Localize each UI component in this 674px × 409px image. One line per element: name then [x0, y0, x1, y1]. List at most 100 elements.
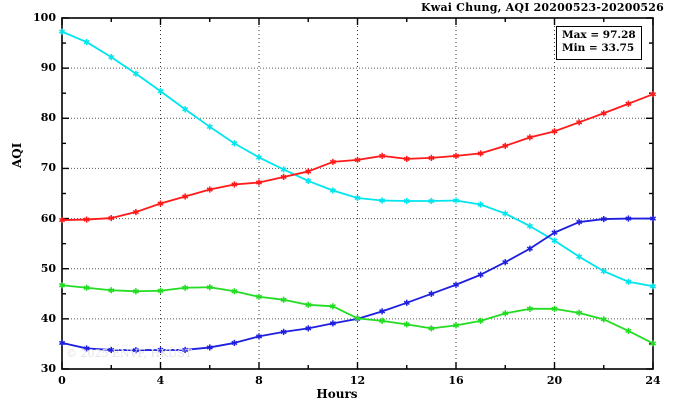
data-point [206, 284, 213, 291]
marker-stroke [576, 219, 583, 225]
y-axis-label: AQI [10, 142, 24, 168]
marker-stroke [83, 217, 90, 222]
marker-stroke [58, 29, 66, 34]
data-point [526, 305, 533, 312]
data-point [502, 142, 509, 149]
marker-stroke [452, 323, 460, 328]
data-point [58, 282, 66, 289]
data-point [280, 328, 287, 335]
marker-stroke [551, 238, 558, 243]
marker-stroke [502, 311, 509, 316]
data-point [329, 187, 336, 194]
marker-stroke [600, 111, 607, 116]
marker-stroke [526, 135, 533, 140]
data-point [329, 158, 336, 166]
data-point [255, 154, 263, 161]
data-point [428, 154, 435, 161]
data-point [108, 287, 115, 294]
marker-stroke [403, 198, 410, 204]
data-point [600, 268, 607, 275]
data-point [625, 327, 632, 334]
marker-stroke [600, 317, 607, 322]
data-point [132, 347, 139, 354]
marker-stroke [329, 159, 336, 165]
marker-stroke [58, 283, 66, 288]
data-point [600, 110, 607, 117]
data-point [83, 345, 90, 352]
data-point [452, 197, 460, 204]
data-point [403, 155, 410, 162]
data-point [83, 284, 90, 291]
data-point [83, 38, 90, 46]
data-point [576, 218, 583, 226]
marker-stroke [157, 347, 164, 353]
data-point [132, 288, 139, 295]
data-point [625, 100, 632, 107]
marker-stroke [182, 347, 189, 353]
marker-stroke [452, 153, 460, 159]
marker-stroke [428, 326, 435, 331]
marker-stroke [477, 272, 484, 277]
series-blue [58, 215, 657, 354]
marker-stroke [108, 215, 115, 221]
x-tick-label: 24 [645, 374, 661, 387]
marker-stroke [625, 101, 632, 106]
data-point [305, 325, 312, 332]
marker-stroke [305, 169, 312, 174]
marker-stroke [206, 187, 213, 192]
marker-stroke [477, 202, 484, 207]
marker-stroke [477, 151, 484, 156]
data-point [379, 308, 386, 315]
data-point [305, 177, 312, 185]
marker-stroke [625, 279, 632, 284]
data-point [551, 237, 558, 244]
data-point [452, 322, 460, 329]
marker-stroke [551, 306, 558, 312]
marker-stroke [108, 288, 115, 293]
data-point [255, 179, 263, 186]
marker-stroke [600, 269, 607, 274]
legend-min-label: Min = 33.75 [562, 42, 635, 55]
data-point [108, 214, 115, 222]
data-point [379, 152, 386, 159]
x-tick-label: 0 [58, 374, 66, 387]
data-point [379, 317, 386, 324]
data-point [206, 344, 213, 351]
marker-stroke [206, 285, 213, 290]
data-point [551, 229, 558, 236]
data-point [428, 197, 435, 205]
data-point [452, 281, 460, 288]
data-point [576, 309, 583, 316]
data-point [182, 346, 189, 354]
marker-stroke [255, 180, 263, 185]
data-point [329, 303, 336, 310]
legend-max-label: Max = 97.28 [562, 29, 636, 41]
data-point [477, 271, 484, 278]
marker-stroke [477, 318, 484, 324]
marker-stroke [157, 201, 164, 206]
data-point [551, 305, 558, 312]
y-tick-label: 100 [33, 11, 56, 24]
marker-stroke [231, 340, 238, 346]
marker-stroke [255, 334, 263, 339]
marker-stroke [58, 340, 66, 346]
data-point [206, 123, 213, 130]
data-point [280, 166, 287, 173]
marker-stroke [157, 288, 164, 293]
data-point [83, 216, 90, 223]
data-point [58, 28, 66, 35]
data-point [526, 245, 533, 252]
marker-stroke [108, 54, 115, 60]
marker-stroke [132, 348, 139, 353]
data-point [477, 201, 484, 208]
data-point [502, 259, 509, 266]
y-tick-label: 30 [40, 362, 56, 375]
data-point [182, 284, 189, 291]
data-point [403, 197, 410, 205]
marker-stroke [305, 302, 312, 308]
data-point [329, 320, 336, 327]
data-point [379, 197, 386, 204]
marker-stroke [576, 310, 583, 316]
data-point [157, 200, 164, 207]
